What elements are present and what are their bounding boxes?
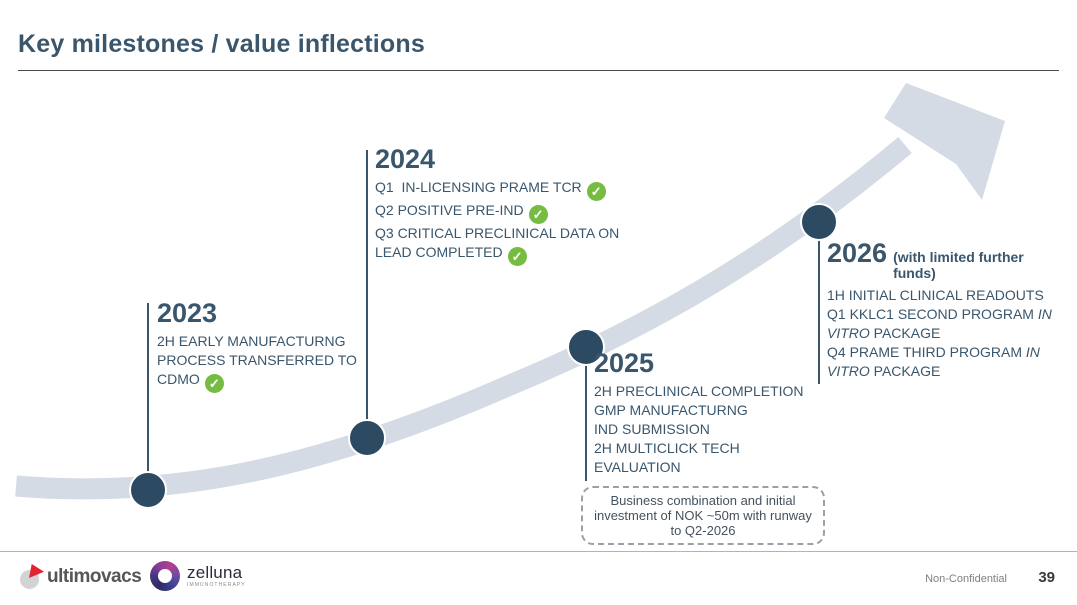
milestone-year: 2026 bbox=[827, 238, 888, 268]
check-icon: ✓ bbox=[528, 205, 548, 224]
milestone-item: 2H EARLY MANUFACTURNG PROCESS TRANSFERRE… bbox=[157, 332, 362, 393]
milestone-heading: 2023 bbox=[157, 300, 362, 327]
milestone-item-text: 1H INITIAL CLINICAL READOUTS bbox=[827, 287, 1044, 303]
milestone-item-text: IN VITRO bbox=[827, 344, 1044, 379]
milestone-year: 2023 bbox=[157, 298, 218, 328]
check-icon: ✓ bbox=[586, 182, 606, 201]
check-icon: ✓ bbox=[507, 247, 527, 266]
milestone-heading: 2024 bbox=[375, 146, 625, 173]
milestone-item: Q3 CRITICAL PRECLINICAL DATA ON LEAD COM… bbox=[375, 224, 625, 266]
zelluna-ring-hole bbox=[158, 569, 172, 583]
title-divider bbox=[18, 70, 1059, 71]
milestone-item-text: PACKAGE bbox=[869, 363, 941, 379]
milestone-2026: 2026 (with limited further funds) 1H INI… bbox=[827, 240, 1069, 381]
connector-2026 bbox=[818, 238, 820, 384]
milestone-item-text: IND SUBMISSION bbox=[594, 421, 710, 437]
growth-arrow-head bbox=[884, 83, 1005, 200]
ultimovacs-logo-icon bbox=[20, 564, 44, 590]
milestone-item-text: Q2 POSITIVE PRE-IND bbox=[375, 202, 524, 218]
zelluna-ring-icon bbox=[150, 561, 180, 591]
milestone-item-text: IN VITRO bbox=[827, 306, 1056, 341]
zelluna-wordmark: zelluna bbox=[187, 563, 243, 582]
milestone-year: 2025 bbox=[594, 348, 655, 378]
milestone-dot-2023 bbox=[129, 471, 167, 509]
funding-callout-text: Business combination and initial investm… bbox=[594, 493, 812, 538]
check-icon: ✓ bbox=[204, 374, 224, 393]
milestone-item-text: Q1 IN-LICENSING PRAME TCR bbox=[375, 179, 582, 195]
milestone-2023: 2023 2H EARLY MANUFACTURNG PROCESS TRANS… bbox=[157, 300, 362, 393]
milestone-year: 2024 bbox=[375, 144, 436, 174]
milestone-item-list: 1H INITIAL CLINICAL READOUTS Q1 KKLC1 SEC… bbox=[827, 286, 1069, 381]
milestone-year-note: (with limited further funds) bbox=[893, 249, 1024, 281]
connector-2025 bbox=[585, 363, 587, 481]
milestone-item: Q1 IN-LICENSING PRAME TCR ✓ bbox=[375, 178, 625, 201]
milestone-item: GMP MANUFACTURNG bbox=[594, 401, 826, 420]
connector-2023 bbox=[147, 303, 149, 473]
milestone-dot-2026 bbox=[800, 203, 838, 241]
connector-2024 bbox=[366, 150, 368, 422]
page-number: 39 bbox=[1038, 569, 1055, 586]
confidentiality-label: Non-Confidential bbox=[925, 573, 1007, 585]
milestone-item-list: 2H PRECLINICAL COMPLETION GMP MANUFACTURN… bbox=[594, 382, 826, 477]
zelluna-subtext: IMMUNOTHERAPY bbox=[187, 582, 246, 588]
footer-divider bbox=[0, 551, 1077, 552]
page-title: Key milestones / value inflections bbox=[18, 30, 425, 58]
milestone-dot-2024 bbox=[348, 419, 386, 457]
milestone-item: 2H MULTICLICK TECH EVALUATION bbox=[594, 439, 826, 477]
milestone-item-text: 2H PRECLINICAL COMPLETION bbox=[594, 383, 804, 399]
zelluna-logo: zelluna IMMUNOTHERAPY bbox=[150, 561, 246, 591]
milestone-item-text: 2H MULTICLICK TECH EVALUATION bbox=[594, 440, 744, 475]
milestone-dot-2025 bbox=[567, 328, 605, 366]
milestone-item-text: Q4 PRAME THIRD PROGRAM bbox=[827, 344, 1026, 360]
milestone-item: 1H INITIAL CLINICAL READOUTS bbox=[827, 286, 1069, 305]
ultimovacs-logo: ultimovacs bbox=[20, 564, 142, 590]
footer: ultimovacs zelluna IMMUNOTHERAPY Non-Con… bbox=[0, 552, 1077, 605]
milestone-2024: 2024 Q1 IN-LICENSING PRAME TCR ✓ Q2 POSITI… bbox=[375, 146, 625, 266]
milestone-item-list: Q1 IN-LICENSING PRAME TCR ✓ Q2 POSITIVE PR… bbox=[375, 178, 625, 266]
milestone-item: IND SUBMISSION bbox=[594, 420, 826, 439]
milestone-item: Q2 POSITIVE PRE-IND ✓ bbox=[375, 201, 625, 224]
ultimovacs-wordmark: ultimovacs bbox=[47, 566, 142, 587]
milestone-heading: 2026 (with limited further funds) bbox=[827, 238, 1069, 282]
funding-callout: Business combination and initial investm… bbox=[581, 486, 825, 545]
milestone-item-text: 2H EARLY MANUFACTURNG PROCESS TRANSFERRE… bbox=[157, 333, 361, 387]
milestone-item: 2H PRECLINICAL COMPLETION bbox=[594, 382, 826, 401]
milestone-heading: 2025 bbox=[594, 350, 826, 377]
milestone-item-list: 2H EARLY MANUFACTURNG PROCESS TRANSFERRE… bbox=[157, 332, 362, 393]
zelluna-text: zelluna IMMUNOTHERAPY bbox=[187, 564, 246, 588]
milestone-item: Q4 PRAME THIRD PROGRAM IN VITRO PACKAGE bbox=[827, 343, 1069, 381]
growth-arrow-shaft bbox=[15, 136, 912, 500]
milestone-item-text: PACKAGE bbox=[869, 325, 941, 341]
milestone-2025: 2025 2H PRECLINICAL COMPLETION GMP MANUFA… bbox=[594, 350, 826, 477]
milestone-item-text: Q1 KKLC1 SECOND PROGRAM bbox=[827, 306, 1038, 322]
milestone-item: Q1 KKLC1 SECOND PROGRAM IN VITRO PACKAGE bbox=[827, 305, 1069, 343]
milestone-item-text: GMP MANUFACTURNG bbox=[594, 402, 748, 418]
milestone-item-text: Q3 CRITICAL PRECLINICAL DATA ON LEAD COM… bbox=[375, 225, 624, 260]
